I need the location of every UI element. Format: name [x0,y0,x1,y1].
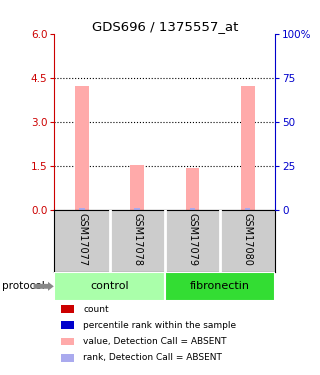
Bar [61,321,74,329]
Bar [130,165,144,210]
Bar [134,208,140,210]
Title: GDS696 / 1375557_at: GDS696 / 1375557_at [92,20,238,33]
Text: protocol: protocol [2,281,44,291]
Text: value, Detection Call = ABSENT: value, Detection Call = ABSENT [83,337,227,346]
Text: percentile rank within the sample: percentile rank within the sample [83,321,236,330]
Text: GSM17077: GSM17077 [77,213,87,266]
Bar [245,208,250,210]
Text: GSM17080: GSM17080 [243,213,252,266]
Text: GSM17078: GSM17078 [132,213,142,266]
Text: fibronectin: fibronectin [190,281,250,291]
Text: count: count [83,304,109,313]
Bar [165,272,275,301]
Bar [61,338,74,345]
Text: control: control [90,281,129,291]
Text: GSM17079: GSM17079 [188,213,197,266]
Bar [54,272,165,301]
Bar [75,86,89,210]
Bar [61,305,74,313]
Bar [241,86,254,210]
Bar [61,354,74,362]
Bar [186,168,199,210]
Text: rank, Detection Call = ABSENT: rank, Detection Call = ABSENT [83,353,222,362]
Bar [79,208,85,210]
Bar [190,208,195,210]
